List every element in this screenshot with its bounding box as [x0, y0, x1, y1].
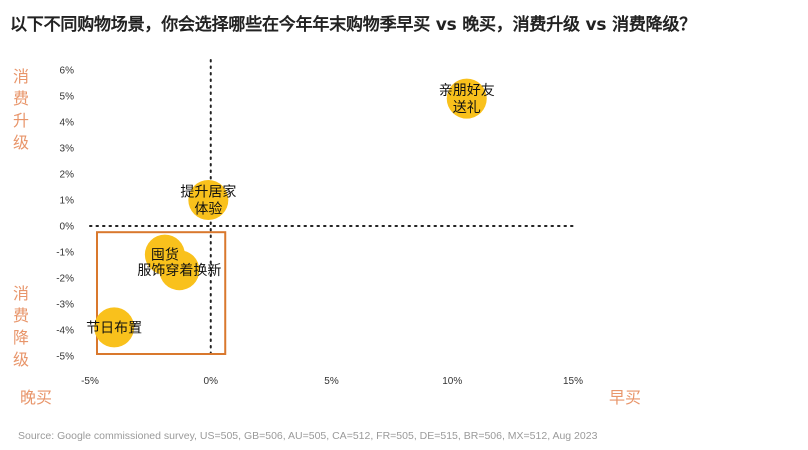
y-tick-label: -2% [56, 274, 74, 285]
data-label: 节日布置 [86, 320, 142, 336]
y-tick-label: 1% [60, 196, 75, 207]
data-point [188, 180, 229, 220]
y-tick-label: 0% [60, 222, 75, 233]
data-point [446, 78, 487, 119]
y-tick-label: -5% [56, 352, 74, 363]
highlight-box [96, 231, 227, 355]
y-tick-label: 4% [60, 118, 75, 129]
data-point [94, 307, 135, 348]
data-point [159, 250, 200, 291]
buy-early-label: 早买 [609, 388, 642, 407]
buy-late-label: 晚买 [20, 388, 53, 407]
y-tick-label: -1% [56, 248, 74, 259]
x-tick-label: 0% [204, 376, 219, 387]
y-tick-label: -4% [56, 326, 74, 337]
chart-title: 以下不同购物场景，你会选择哪些在今年年末购物季早买 vs 晚买，消费升级 vs … [10, 15, 697, 35]
y-tick-label: 6% [60, 66, 75, 77]
data-label: 体验 [194, 202, 222, 218]
y-tick-label: 2% [60, 170, 75, 181]
downgrade-label: 消费降级 [12, 284, 29, 369]
y-tick-label: 5% [60, 92, 75, 103]
upgrade-label: 消费升级 [12, 67, 29, 152]
source-note: Source: Google commissioned survey, US=5… [18, 430, 598, 442]
x-tick-label: 15% [563, 376, 583, 387]
data-label: 囤货 [151, 247, 179, 264]
x-tick-label: 10% [442, 376, 462, 387]
x-tick-label: 5% [324, 376, 339, 387]
data-label: 服饰穿着换新 [137, 262, 221, 279]
data-label: 亲朋好友 [439, 83, 495, 99]
y-tick-label: -3% [56, 300, 74, 311]
x-tick-label: -5% [81, 376, 99, 387]
data-label: 送礼 [453, 100, 481, 116]
data-label: 提升居家 [180, 184, 236, 201]
y-tick-label: 3% [60, 144, 75, 155]
